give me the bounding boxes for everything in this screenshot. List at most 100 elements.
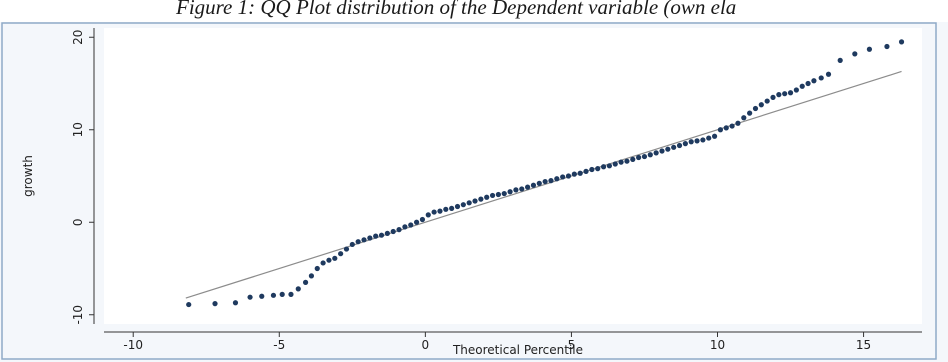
- data-point: [618, 159, 624, 165]
- data-point: [653, 150, 659, 156]
- data-point: [513, 187, 519, 193]
- data-point: [571, 171, 577, 177]
- data-point: [758, 102, 764, 108]
- data-point: [560, 174, 566, 180]
- data-point: [288, 291, 294, 297]
- data-point: [314, 265, 320, 272]
- y-axis-title: growth: [21, 155, 35, 197]
- data-point: [595, 166, 601, 172]
- data-point: [770, 94, 776, 100]
- data-point: [735, 120, 741, 126]
- data-point: [866, 46, 873, 52]
- data-point: [402, 224, 408, 230]
- data-point: [361, 237, 367, 243]
- data-point: [600, 164, 607, 170]
- x-tick-label: 10: [710, 338, 725, 352]
- x-axis-title: Theoretical Percentile: [452, 343, 583, 357]
- data-point: [431, 209, 437, 215]
- x-tick-label: -5: [273, 338, 285, 352]
- x-tick-label: 15: [856, 338, 871, 352]
- qq-plot-chart: -10 -5 0 5 10 15 -10 0 10 20 Theoretical Percent…: [0, 22, 948, 362]
- data-point: [805, 80, 811, 87]
- plot-area: [104, 28, 922, 324]
- y-tick-label: 0: [71, 218, 85, 226]
- chart-panel-border: [1, 22, 937, 360]
- y-tick-label: 20: [71, 30, 85, 45]
- data-point: [665, 146, 671, 152]
- data-point: [326, 257, 332, 263]
- data-point: [676, 142, 683, 149]
- x-tick-label: -10: [123, 338, 143, 352]
- data-point: [437, 208, 443, 214]
- data-point: [711, 133, 718, 139]
- data-point: [279, 291, 285, 297]
- data-point: [606, 163, 613, 169]
- data-point: [776, 92, 782, 98]
- data-point: [454, 203, 461, 210]
- data-point: [390, 228, 396, 235]
- data-point: [320, 260, 326, 266]
- data-point: [460, 202, 466, 208]
- data-point: [378, 232, 385, 238]
- data-point: [548, 178, 554, 184]
- figure-caption-text: Figure 1: QQ Plot distribution of the De…: [176, 0, 737, 19]
- data-point: [612, 161, 618, 167]
- data-point: [419, 216, 426, 223]
- data-point: [717, 127, 724, 133]
- data-point: [367, 235, 373, 241]
- x-tick-label: 5: [568, 338, 576, 352]
- data-point: [706, 135, 712, 141]
- data-point: [752, 105, 759, 112]
- data-point: [700, 137, 706, 143]
- data-point: [583, 168, 589, 174]
- x-tick-label: 0: [422, 338, 430, 352]
- data-point: [295, 286, 301, 292]
- data-point: [519, 186, 525, 192]
- data-point: [764, 98, 770, 104]
- x-axis: -10 -5 0 5 10 15: [104, 331, 922, 352]
- reference-line: [185, 70, 902, 299]
- reference-line-group: [185, 70, 902, 299]
- data-point: [507, 189, 513, 195]
- data-point: [577, 170, 583, 176]
- data-point: [384, 230, 390, 236]
- data-point: [472, 198, 478, 204]
- data-point: [787, 90, 794, 96]
- data-point: [884, 43, 890, 50]
- data-point: [647, 152, 653, 158]
- data-point: [373, 233, 379, 239]
- data-point: [466, 200, 472, 206]
- figure-caption: Figure 1: QQ Plot distribution of the De…: [0, 0, 948, 22]
- data-point: [247, 294, 253, 300]
- data-point: [308, 273, 315, 279]
- data-point: [270, 292, 277, 298]
- data-point: [338, 251, 344, 257]
- data-point: [641, 153, 648, 160]
- data-point: [302, 279, 309, 285]
- data-points-group: [186, 39, 905, 308]
- data-point: [212, 301, 218, 307]
- data-point: [723, 125, 729, 131]
- y-tick-label: 10: [71, 122, 85, 137]
- data-point: [799, 83, 805, 89]
- data-point: [484, 194, 490, 200]
- data-point: [741, 115, 747, 121]
- data-point: [825, 71, 832, 77]
- data-point: [852, 51, 858, 57]
- data-point: [782, 91, 788, 97]
- data-point: [694, 138, 700, 144]
- data-point: [396, 227, 402, 233]
- data-point: [501, 190, 507, 197]
- data-point: [489, 192, 496, 199]
- data-point: [530, 182, 537, 188]
- data-point: [259, 293, 265, 299]
- data-point: [525, 184, 531, 190]
- data-point: [747, 110, 753, 116]
- data-point: [818, 75, 824, 81]
- data-point: [554, 176, 560, 182]
- data-point: [495, 191, 501, 198]
- data-point: [536, 180, 542, 186]
- data-point: [636, 154, 642, 161]
- data-point: [898, 39, 905, 45]
- data-point: [349, 241, 355, 248]
